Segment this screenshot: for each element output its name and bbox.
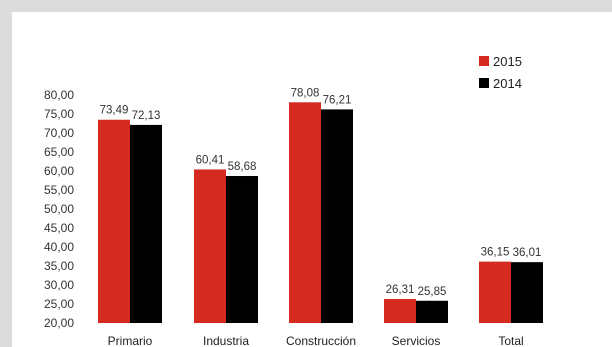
y-tick-label: 40,00 (44, 240, 74, 254)
legend: 2015 2014 (479, 50, 522, 94)
data-label-2014-total: 36,01 (513, 247, 542, 259)
data-label-2015-servicios: 26,31 (386, 284, 415, 296)
legend-swatch-2015 (479, 56, 489, 66)
bar-2014-industria (226, 176, 258, 323)
y-tick-label: 45,00 (44, 221, 74, 235)
data-label-2014-primario: 72,13 (132, 110, 161, 122)
data-label-2015-primario: 73,49 (100, 105, 129, 117)
bar-2014-primario (130, 124, 162, 323)
data-label-2015-construcción: 78,08 (291, 87, 320, 99)
x-axis: Primario Industria Construcción Servicios To… (108, 334, 524, 347)
y-tick-label: 80,00 (44, 88, 74, 102)
legend-label-2014: 2014 (493, 75, 522, 91)
y-tick-label: 75,00 (44, 107, 74, 121)
bar-chart: 20,00 25,00 30,00 35,00 40,00 45,00 50,00 55,00… (44, 87, 543, 347)
bar-2014-servicios (416, 300, 448, 323)
chart-frame: 20,00 25,00 30,00 35,00 40,00 45,00 50,00 55,00… (12, 12, 612, 347)
data-label-2014-servicios: 25,85 (418, 286, 447, 298)
data-label-2014-industria: 58,68 (228, 161, 257, 173)
x-category-label: Primario (108, 334, 153, 347)
y-tick-label: 70,00 (44, 126, 74, 140)
y-tick-label: 35,00 (44, 259, 74, 273)
y-tick-label: 50,00 (44, 202, 74, 216)
legend-label-2015: 2015 (493, 53, 522, 69)
x-category-label: Industria (203, 334, 249, 347)
x-category-label: Construcción (286, 334, 356, 347)
y-tick-label: 25,00 (44, 297, 74, 311)
legend-swatch-2014 (479, 78, 489, 88)
data-label-2015-total: 36,15 (481, 247, 510, 259)
bar-2015-construcción (289, 102, 321, 324)
y-tick-label: 65,00 (44, 145, 74, 159)
bar-2015-primario (98, 119, 130, 323)
x-category-label: Servicios (392, 334, 441, 347)
legend-item-2015: 2015 (479, 50, 522, 72)
y-tick-label: 30,00 (44, 278, 74, 292)
y-axis: 20,00 25,00 30,00 35,00 40,00 45,00 50,00 55,00… (44, 88, 74, 330)
data-label-2014-construcción: 76,21 (323, 94, 352, 106)
y-tick-label: 20,00 (44, 316, 74, 330)
y-tick-label: 55,00 (44, 183, 74, 197)
y-tick-label: 60,00 (44, 164, 74, 178)
legend-item-2014: 2014 (479, 72, 522, 94)
bar-2015-servicios (384, 299, 416, 323)
bar-2014-construcción (321, 109, 353, 323)
data-label-2015-industria: 60,41 (196, 154, 225, 166)
bar-2014-total (511, 262, 543, 323)
bars-group (98, 102, 543, 324)
x-category-label: Total (498, 334, 523, 347)
bar-2015-total (479, 261, 511, 323)
bar-2015-industria (194, 169, 226, 323)
